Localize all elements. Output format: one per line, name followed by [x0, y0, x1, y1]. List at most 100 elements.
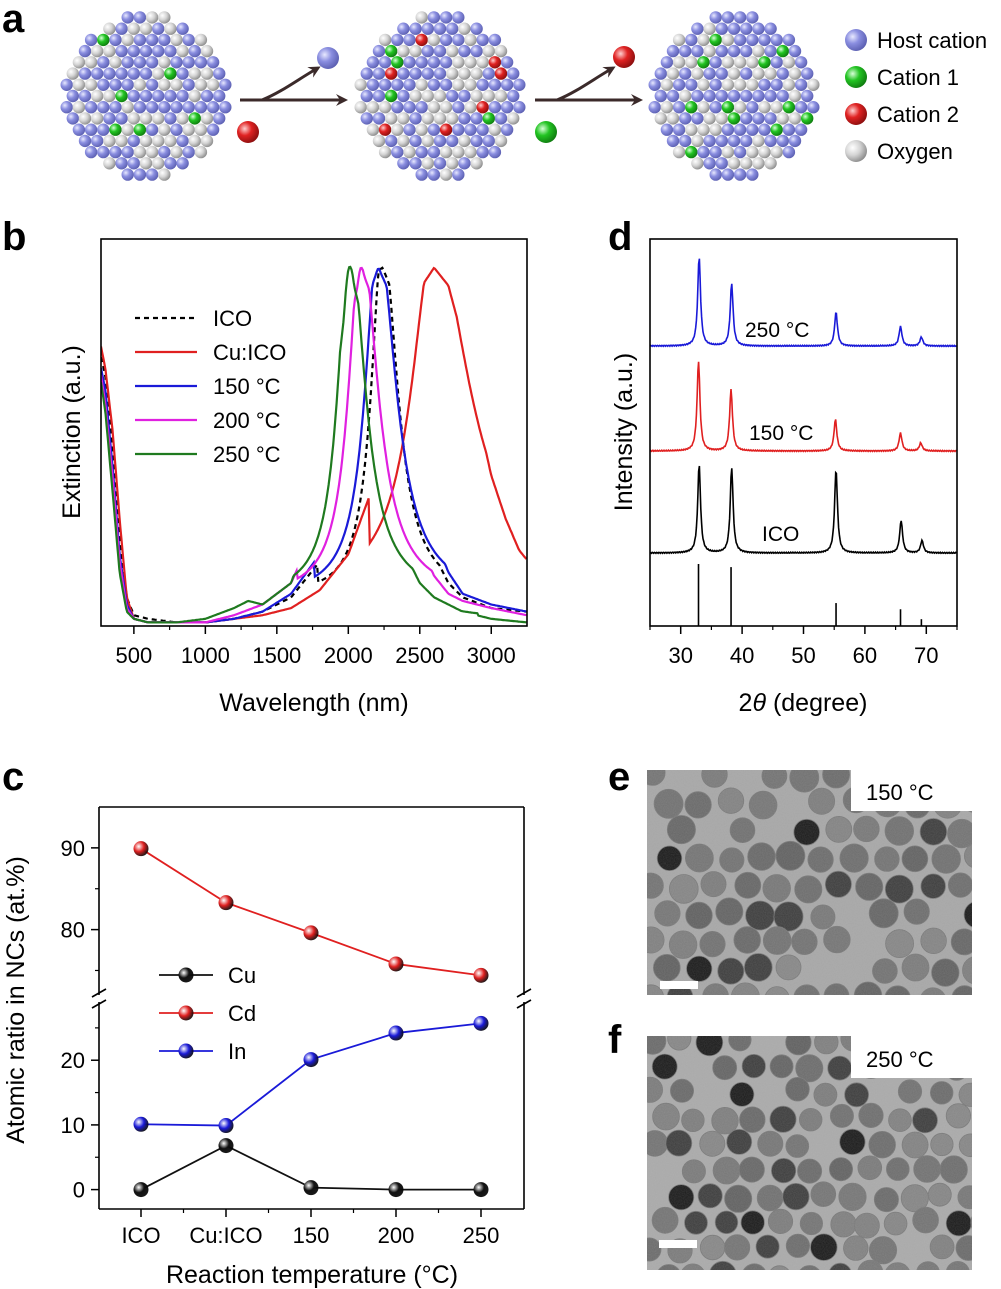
host-cation-atom: [421, 67, 434, 80]
host-cation-atom: [391, 145, 404, 159]
oxygen-atom: [727, 67, 741, 80]
oxygen-atom: [421, 112, 434, 125]
host-cation-atom: [500, 56, 514, 69]
host-cation-atom: [764, 22, 777, 35]
host-cation-atom: [433, 22, 447, 35]
host-cation-atom: [654, 67, 667, 80]
oxygen-atom: [697, 101, 710, 114]
oxygen-atom: [170, 33, 183, 47]
oxygen-atom: [715, 112, 728, 125]
host-cation-atom: [733, 11, 747, 24]
oxygen-atom: [139, 134, 153, 148]
host-cation-atom: [439, 56, 453, 69]
oxygen-atom: [91, 89, 104, 103]
host-cation-atom: [764, 89, 777, 103]
oxygen-atom: [409, 89, 422, 103]
oxygen-atom: [427, 33, 441, 47]
oxygen-atom: [782, 56, 796, 69]
oxygen-atom: [427, 101, 441, 114]
host-cation-atom: [145, 168, 159, 181]
cation-1-atom: [709, 33, 722, 47]
d-pattern-line-2: [649, 465, 958, 555]
host-cation-atom: [709, 78, 722, 92]
host-cation-atom: [672, 101, 686, 114]
host-cation-atom: [764, 112, 777, 125]
host-cation-atom: [482, 134, 495, 148]
oxygen-atom: [746, 145, 759, 159]
host-cation-atom: [685, 78, 698, 92]
c-axis-break-left-top: [91, 988, 107, 998]
c-data-point-in: [473, 1015, 489, 1031]
host-cation-atom: [409, 134, 422, 148]
oxygen-atom: [152, 134, 165, 148]
oxygen-atom: [697, 123, 710, 136]
host-cation-atom: [703, 157, 716, 170]
host-cation-atom: [115, 157, 128, 170]
d-pattern-line-1: [649, 361, 957, 453]
host-cation-atom: [84, 123, 98, 136]
host-cation-atom: [727, 44, 741, 58]
host-cation-atom: [733, 123, 747, 136]
oxygen-atom: [194, 123, 208, 136]
host-cation-atom: [176, 89, 189, 103]
oxygen-atom: [446, 157, 459, 170]
oxygen-atom: [366, 101, 380, 114]
host-cation-atom: [715, 22, 728, 35]
incoming-cation-1-icon: [535, 121, 557, 143]
c-data-point-cd: [473, 967, 489, 983]
tem-nanoparticle: [963, 1013, 989, 1039]
oxygen-atom: [721, 78, 735, 92]
tem-nanoparticle: [981, 820, 1001, 847]
host-cation-atom: [794, 101, 808, 114]
oxygen-atom: [378, 101, 392, 114]
b-legend: ICO Cu:ICO 150 °C 200 °C 250 °C: [135, 306, 286, 467]
host-cation-atom: [740, 67, 753, 80]
host-cation-atom: [513, 101, 526, 114]
host-cation-atom: [219, 101, 232, 114]
c-data-point-cd: [388, 956, 404, 972]
oxygen-atom: [679, 89, 692, 103]
host-cation-atom: [740, 22, 753, 35]
host-cation-atom: [494, 112, 508, 125]
host-cation-atom: [715, 157, 728, 170]
oxygen-atom: [397, 134, 410, 148]
panel-b-extinction-chart: 500 1000 1500 2000 2500 3000 Wavelength (nm) …: [58, 238, 528, 717]
host-cation-atom: [721, 123, 735, 136]
tem-nanoparticle: [988, 1183, 1001, 1207]
oxygen-atom: [452, 56, 465, 69]
cation-2-atom: [415, 33, 428, 47]
oxygen-atom: [770, 101, 783, 114]
host-cation-atom: [127, 67, 140, 80]
host-cation-atom: [758, 33, 771, 47]
host-cation-atom: [439, 11, 453, 24]
d-series-label-250: 250 °C: [745, 319, 809, 342]
host-cation-atom: [727, 22, 741, 35]
host-cation-atom: [152, 22, 165, 35]
host-cation-atom: [679, 134, 692, 148]
b-x-tick-label: 3000: [467, 643, 516, 668]
d-y-axis-label: Intensity (a.u.): [610, 353, 638, 511]
legend-oxygen: Oxygen: [845, 139, 953, 164]
tem-nanoparticle: [972, 1160, 998, 1186]
host-cation-atom: [801, 67, 814, 80]
cation-1-swatch-icon: [845, 66, 867, 88]
oxygen-atom: [672, 56, 686, 69]
oxygen-atom: [121, 123, 134, 136]
c-x-tick-label: ICO: [121, 1223, 160, 1248]
oxygen-atom: [703, 112, 716, 125]
host-cation-atom: [360, 67, 373, 80]
oxygen-atom: [470, 67, 483, 80]
oxygen-atom: [378, 33, 392, 47]
host-cation-atom: [770, 78, 783, 92]
cation-1-atom: [697, 56, 710, 69]
oxygen-atom: [470, 89, 483, 103]
oxygen-atom: [458, 22, 471, 35]
oxygen-atom: [91, 44, 104, 58]
b-y-axis-label: Extinction (a.u.): [58, 345, 86, 519]
d-x-axis-label-symbol: θ: [752, 689, 766, 717]
host-cation-atom: [433, 67, 447, 80]
tem-nanoparticle: [970, 1216, 972, 1229]
incoming-cation-2-icon: [237, 121, 259, 143]
panel-f-tem-image: 250 °C: [647, 1036, 1001, 1270]
